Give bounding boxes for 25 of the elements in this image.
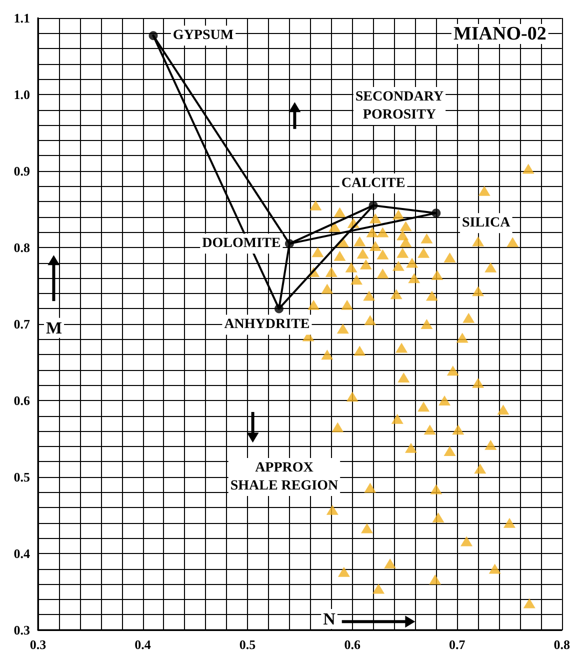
annotation: ANHYDRITE [224,317,310,332]
y-tick-label: 0.3 [14,622,30,638]
x-tick-label: 0.5 [239,637,256,652]
x-tick-label: 0.4 [134,637,152,652]
x-tick-label: 0.6 [344,637,361,652]
y-tick-label: 0.7 [14,316,30,332]
x-tick-label: 0.3 [30,637,47,652]
annotation: CALCITE [341,176,406,191]
y-tick-label: 0.4 [14,546,30,561]
annotation: DOLOMITE [202,236,281,252]
y-tick-label: 1.1 [14,10,30,26]
x-tick-label: 0.8 [554,637,570,652]
y-tick-label: 0.8 [14,240,30,255]
y-tick-label: 0.5 [14,470,30,484]
annotation: SECONDARY POROSITY [355,89,444,122]
y-tick-label: 0.9 [14,164,30,178]
x-axis-title: N [323,610,336,628]
annotation: SILICA [462,216,512,231]
annotation: APPROX SHALE REGION [230,460,338,494]
y-tick-label: 1.0 [14,87,30,102]
y-axis-title: M [46,318,62,338]
annotation: GYPSUM [172,28,234,44]
x-tick-label: 0.7 [448,637,466,652]
y-tick-label: 0.6 [14,393,30,408]
chart-title: MIANO-02 [453,24,546,44]
